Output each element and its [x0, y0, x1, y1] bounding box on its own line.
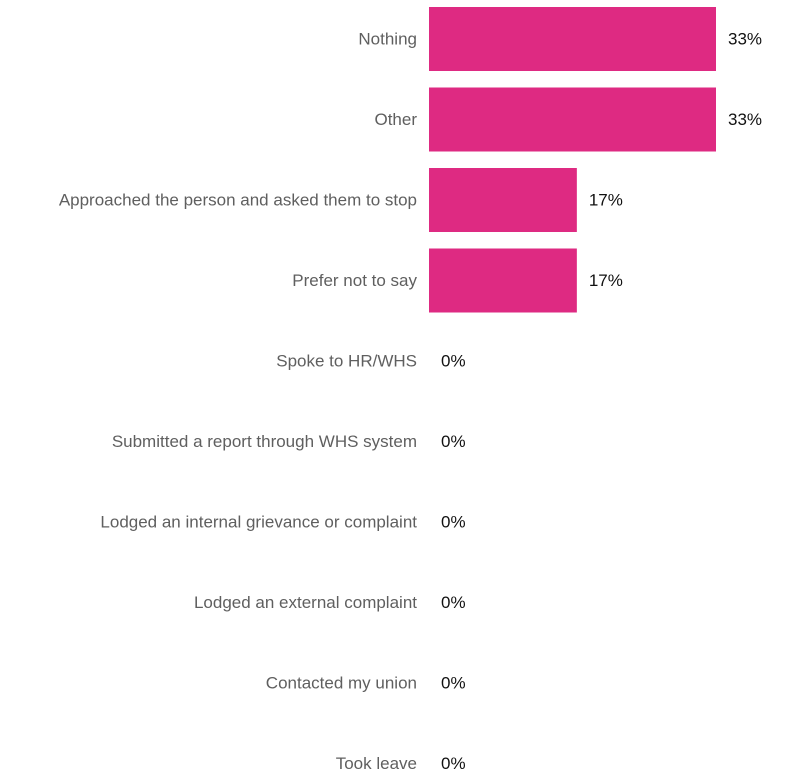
- category-label: Lodged an internal grievance or complain…: [100, 513, 417, 532]
- bars-group: [429, 7, 716, 313]
- category-label: Prefer not to say: [292, 271, 417, 290]
- value-labels-group: 33% 33% 17% 17% 0% 0% 0% 0% 0% 0%: [441, 30, 762, 774]
- bar: [429, 87, 716, 152]
- value-label: 0%: [441, 674, 466, 693]
- category-label: Submitted a report through WHS system: [112, 432, 417, 451]
- value-label: 17%: [589, 271, 623, 290]
- category-label: Nothing: [358, 30, 417, 49]
- category-label: Approached the person and asked them to …: [59, 191, 417, 210]
- value-label: 17%: [589, 191, 623, 210]
- value-label: 33%: [728, 30, 762, 49]
- value-label: 33%: [728, 110, 762, 129]
- category-label: Lodged an external complaint: [194, 593, 417, 612]
- category-label: Took leave: [336, 754, 417, 773]
- bar: [429, 7, 716, 71]
- value-label: 0%: [441, 513, 466, 532]
- category-label: Other: [374, 110, 417, 129]
- value-label: 0%: [441, 754, 466, 773]
- category-label: Contacted my union: [266, 674, 417, 693]
- bar: [429, 248, 577, 313]
- value-label: 0%: [441, 432, 466, 451]
- value-label: 0%: [441, 352, 466, 371]
- category-label: Spoke to HR/WHS: [276, 352, 417, 371]
- category-labels-group: Nothing Other Approached the person and as…: [59, 30, 418, 774]
- value-label: 0%: [441, 593, 466, 612]
- bar: [429, 168, 577, 232]
